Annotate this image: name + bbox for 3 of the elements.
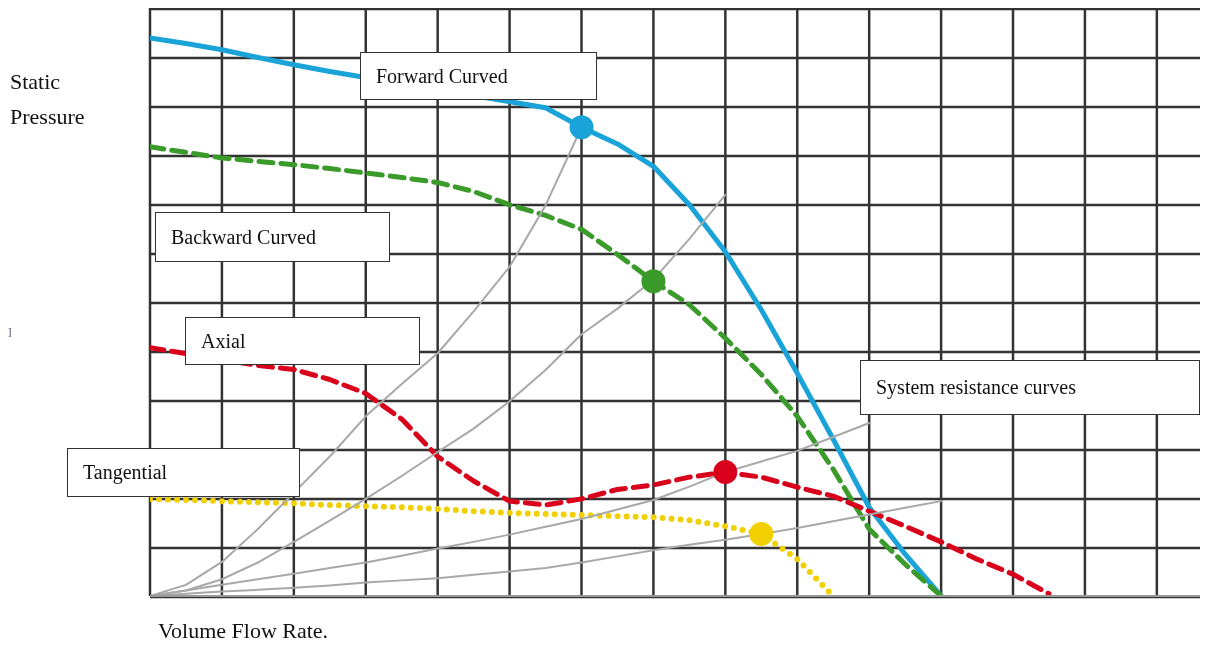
text: ]	[8, 326, 12, 337]
y-axis-title: Static Pressure	[10, 68, 86, 131]
x-axis-title: Volume Flow Rate.	[158, 618, 329, 644]
